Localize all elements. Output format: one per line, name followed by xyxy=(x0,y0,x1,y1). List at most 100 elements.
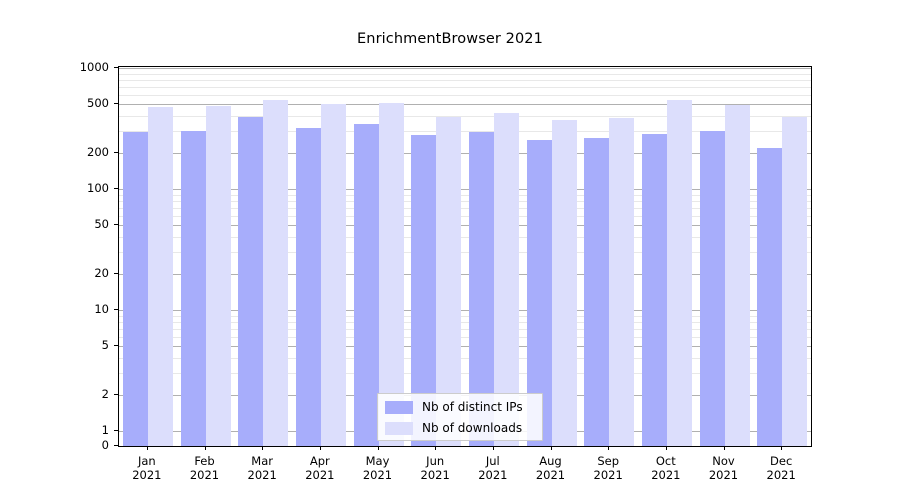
gridline-major xyxy=(119,68,811,69)
x-axis-tick-year: 2021 xyxy=(708,468,739,482)
gridline-minor xyxy=(119,237,811,238)
x-axis-tick-month: Mar xyxy=(251,454,273,468)
x-axis-tick-label: Jun 2021 xyxy=(421,454,450,482)
y-axis-tick-mark xyxy=(114,103,118,104)
x-axis-tick-month: Oct xyxy=(655,454,676,468)
x-axis-tick-year: 2021 xyxy=(189,468,220,482)
x-axis-tick-month: Jan xyxy=(137,454,156,468)
x-axis-tick-label: Aug 2021 xyxy=(536,454,565,482)
legend-item-distinct-ips[interactable]: Nb of distinct IPs xyxy=(385,397,523,417)
bar-downloads xyxy=(666,99,692,446)
x-axis-tick-label: May 2021 xyxy=(363,454,392,482)
bar-downloads xyxy=(493,112,519,446)
y-axis-tick-mark xyxy=(114,67,118,68)
x-axis-tick-label: Nov 2021 xyxy=(709,454,738,482)
bar-distinct-ips xyxy=(122,132,148,446)
gridline-minor xyxy=(119,80,811,81)
x-axis-tick-month: Jun xyxy=(426,454,445,468)
x-axis-tick-year: 2021 xyxy=(132,468,162,482)
y-axis-tick-mark xyxy=(114,345,118,346)
bar-distinct-ips xyxy=(584,138,610,446)
legend-swatch-icon-distinct-ips xyxy=(385,400,413,414)
x-axis-tick-mark xyxy=(435,446,436,450)
x-axis-tick-label: Sep 2021 xyxy=(594,454,623,482)
x-axis-tick-month: Jul xyxy=(485,454,500,468)
y-axis-tick-mark xyxy=(114,152,118,153)
gridline-major xyxy=(119,153,811,154)
gridline-minor xyxy=(119,201,811,202)
y-axis-tick-label: 20 xyxy=(94,265,109,280)
gridline-minor xyxy=(119,329,811,330)
y-axis-tick-label: 5 xyxy=(101,338,109,353)
bar-downloads xyxy=(551,119,577,446)
x-axis-tick-month: Nov xyxy=(712,454,735,468)
gridline-major xyxy=(119,274,811,275)
x-axis-tick-year: 2021 xyxy=(593,468,623,482)
gridline-minor xyxy=(119,74,811,75)
plot-inner xyxy=(119,67,811,446)
x-axis-tick-year: 2021 xyxy=(247,468,277,482)
x-axis-tick-month: Aug xyxy=(539,454,562,468)
bar-downloads xyxy=(782,117,808,446)
x-axis-tick-mark xyxy=(378,446,379,450)
x-axis-tick-label: Jul 2021 xyxy=(478,454,507,482)
gridline-minor xyxy=(119,316,811,317)
y-axis-tick-mark xyxy=(114,224,118,225)
gridline-minor xyxy=(119,195,811,196)
x-axis-tick-mark xyxy=(781,446,782,450)
gridline-major xyxy=(119,346,811,347)
y-axis-tick-mark xyxy=(114,445,118,446)
gridline-major xyxy=(119,310,811,311)
bar-distinct-ips xyxy=(353,123,379,446)
gridline-minor xyxy=(119,373,811,374)
x-axis-tick-month: Feb xyxy=(194,454,215,468)
y-axis-tick-label: 0 xyxy=(101,438,109,452)
x-axis-tick-year: 2021 xyxy=(766,468,796,482)
x-axis-tick-year: 2021 xyxy=(362,468,393,482)
gridline-major xyxy=(119,225,811,226)
x-axis-tick-year: 2021 xyxy=(305,468,335,482)
chart-legend: Nb of distinct IPs Nb of downloads xyxy=(377,393,543,441)
bar-downloads xyxy=(147,106,173,446)
bar-downloads xyxy=(263,100,289,446)
bar-downloads xyxy=(436,117,462,446)
plot-area xyxy=(118,66,812,447)
bar-downloads xyxy=(378,103,404,446)
x-axis-tick-month: Sep xyxy=(597,454,619,468)
x-axis-tick-label: Apr 2021 xyxy=(305,454,334,482)
x-axis-tick-mark xyxy=(666,446,667,450)
bar-distinct-ips xyxy=(641,133,667,446)
gridline-minor xyxy=(119,208,811,209)
y-axis-tick-label: 1000 xyxy=(79,60,109,74)
gridline-major xyxy=(119,104,811,105)
x-axis-tick-year: 2021 xyxy=(651,468,681,482)
bar-distinct-ips xyxy=(699,131,725,446)
x-axis-tick-mark xyxy=(551,446,552,450)
x-axis-tick-label: Mar 2021 xyxy=(248,454,277,482)
legend-item-downloads[interactable]: Nb of downloads xyxy=(385,418,522,438)
legend-label-downloads: Nb of downloads xyxy=(422,421,523,435)
y-axis-tick-label: 100 xyxy=(87,181,109,195)
gridline-minor xyxy=(119,252,811,253)
bar-distinct-ips xyxy=(180,130,206,446)
y-axis-tick-label: 10 xyxy=(94,302,109,316)
gridline-minor xyxy=(119,216,811,217)
x-axis-tick-mark xyxy=(493,446,494,450)
y-axis-tick-label: 200 xyxy=(87,144,109,159)
gridline-minor xyxy=(119,337,811,338)
x-axis-tick-label: Oct 2021 xyxy=(651,454,680,482)
x-axis-tick-month: May xyxy=(365,454,390,468)
bar-downloads xyxy=(205,106,231,446)
x-axis-tick-year: 2021 xyxy=(535,468,566,482)
gridline-minor xyxy=(119,322,811,323)
chart-title: EnrichmentBrowser 2021 xyxy=(357,31,543,47)
x-axis-tick-mark xyxy=(262,446,263,450)
x-axis-tick-mark xyxy=(147,446,148,450)
x-axis-tick-label: Dec 2021 xyxy=(767,454,796,482)
x-axis-tick-mark xyxy=(724,446,725,450)
gridline-major xyxy=(119,189,811,190)
gridline-minor xyxy=(119,95,811,96)
y-axis-tick-mark xyxy=(114,309,118,310)
x-axis-tick-mark xyxy=(205,446,206,450)
